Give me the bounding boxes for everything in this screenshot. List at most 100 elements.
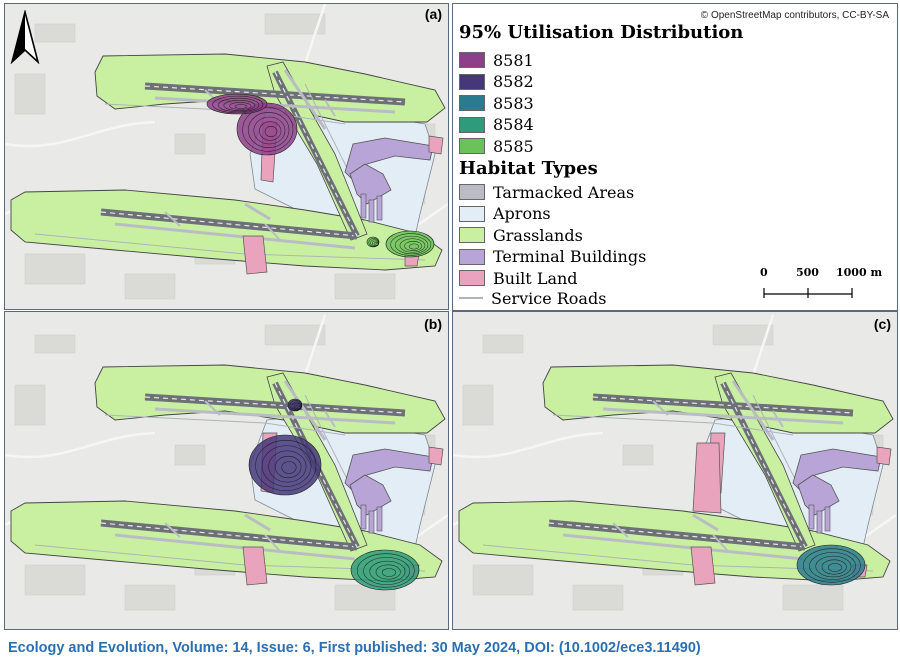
background-road bbox=[5, 314, 448, 547]
background-building bbox=[782, 584, 844, 611]
taxiway-link bbox=[164, 89, 336, 241]
background-building bbox=[264, 324, 326, 346]
built-land bbox=[428, 135, 444, 155]
background-building bbox=[334, 273, 396, 300]
terminal-building bbox=[344, 137, 434, 183]
habitat-legend-title: Habitat Types bbox=[459, 158, 598, 179]
grassland-north bbox=[94, 364, 446, 434]
ud-8581-arm-outer bbox=[206, 93, 268, 115]
built-land bbox=[692, 442, 722, 514]
ud-8584-outer bbox=[350, 549, 420, 591]
legend-item-habitat-2: Grasslands bbox=[459, 225, 583, 245]
terminal-building bbox=[349, 163, 392, 205]
panel-label-a: (a) bbox=[424, 6, 442, 22]
terminal-pier bbox=[368, 199, 375, 223]
ud-8582-patch bbox=[287, 398, 303, 412]
ud-8583-contour bbox=[802, 548, 861, 583]
legend-label-service-roads: Service Roads bbox=[491, 288, 607, 308]
ud-8584-contour bbox=[369, 560, 406, 583]
ud-8582-patch-contour bbox=[297, 406, 301, 409]
runway-north-centerline bbox=[144, 85, 406, 103]
panel-label-c: (c) bbox=[873, 316, 891, 332]
map-panel-a: (a) bbox=[4, 3, 449, 310]
terminal-pier bbox=[368, 510, 375, 534]
habitat-swatch bbox=[459, 248, 485, 265]
legend-item-ud-3: 8584 bbox=[459, 115, 534, 135]
legend-item-habitat-4: Built Land bbox=[459, 268, 578, 288]
copyright-notice: © OpenStreetMap contributors, CC-BY-SA bbox=[700, 10, 889, 21]
legend-item-habitat-3: Terminal Buildings bbox=[459, 247, 646, 267]
ud-8581-contour bbox=[242, 107, 294, 152]
habitat-swatch bbox=[459, 184, 485, 200]
terminal-building bbox=[349, 474, 392, 516]
habitat-swatch bbox=[459, 227, 485, 243]
background-building bbox=[712, 324, 774, 346]
taxiway-link bbox=[612, 400, 784, 552]
panel-label-b: (b) bbox=[424, 316, 442, 332]
background-building bbox=[572, 584, 624, 611]
background-building bbox=[34, 23, 76, 43]
legend-item-service-roads: Service Roads bbox=[459, 288, 606, 308]
legend-item-ud-1: 8582 bbox=[459, 72, 534, 92]
runway-north-centerline bbox=[144, 396, 406, 414]
ud-swatch bbox=[459, 52, 485, 68]
legend-item-ud-2: 8583 bbox=[459, 93, 534, 113]
ud-8585-outer bbox=[385, 230, 435, 258]
habitat-legend-label: Terminal Buildings bbox=[493, 247, 647, 266]
background-building bbox=[124, 584, 176, 611]
terminal-building bbox=[344, 448, 434, 494]
ud-legend-label: 8585 bbox=[493, 136, 534, 156]
ud-8581-arm-contour bbox=[234, 104, 248, 109]
map-panel-c: (c) bbox=[452, 311, 898, 630]
map-c bbox=[453, 314, 897, 611]
ud-8582 bbox=[248, 434, 322, 496]
habitat-legend-label: Aprons bbox=[493, 204, 551, 223]
runway-south-centerline bbox=[100, 522, 358, 548]
taxiway bbox=[562, 380, 844, 561]
terminal-pier bbox=[376, 506, 383, 532]
runway-north-centerline bbox=[592, 396, 854, 414]
runway-diagonal-centerline bbox=[722, 382, 806, 548]
terminal-pier bbox=[808, 504, 815, 530]
background-building bbox=[124, 273, 176, 300]
background-road bbox=[453, 314, 897, 547]
ud-legend-label: 8582 bbox=[493, 72, 534, 91]
scale-label-500: 500 bbox=[796, 266, 819, 279]
habitat-legend-label: Grasslands bbox=[493, 225, 583, 245]
background-building bbox=[24, 253, 86, 285]
legend-item-habitat-1: Aprons bbox=[459, 204, 551, 224]
ud-8584-contour bbox=[375, 564, 401, 580]
ud-swatch bbox=[459, 116, 485, 133]
north-arrow-icon bbox=[10, 10, 40, 64]
ud-8585-contour bbox=[395, 235, 429, 255]
ud-8582-patch-contour bbox=[295, 404, 301, 410]
ud-8583-contour bbox=[815, 555, 852, 578]
grassland-south bbox=[10, 500, 443, 582]
ud-8584-contour bbox=[356, 553, 415, 588]
ud-8584-contour bbox=[381, 568, 397, 577]
ud-8581-contour bbox=[247, 112, 290, 148]
ud-8585-contour bbox=[404, 241, 423, 251]
ud-8581-arm-contour bbox=[229, 102, 252, 110]
grassland-south bbox=[458, 500, 891, 582]
legend-item-ud-4: 8585 bbox=[459, 136, 534, 156]
ud-8585 bbox=[385, 230, 435, 258]
background-building bbox=[174, 133, 206, 155]
background-building bbox=[14, 384, 46, 426]
terminal-pier bbox=[360, 504, 367, 530]
scale-label-1000: 1000 m bbox=[836, 266, 883, 279]
runway-south-centerline bbox=[100, 211, 358, 237]
legend-item-habitat-0: Tarmacked Areas bbox=[459, 182, 634, 202]
ud-8584 bbox=[350, 549, 420, 591]
ud-8585-patch-contour bbox=[375, 243, 379, 246]
ud-8582-contour bbox=[261, 445, 312, 487]
map-a bbox=[5, 4, 448, 300]
terminal-pier bbox=[816, 510, 823, 534]
ud-legend-label: 8584 bbox=[493, 115, 534, 134]
terminal-pier bbox=[376, 195, 383, 221]
map-b bbox=[5, 314, 448, 611]
ud-8582-contour bbox=[255, 440, 317, 491]
service-road-swatch bbox=[459, 297, 483, 299]
ud-8585-patch bbox=[366, 236, 380, 248]
habitat-legend-label: Built Land bbox=[493, 268, 578, 288]
